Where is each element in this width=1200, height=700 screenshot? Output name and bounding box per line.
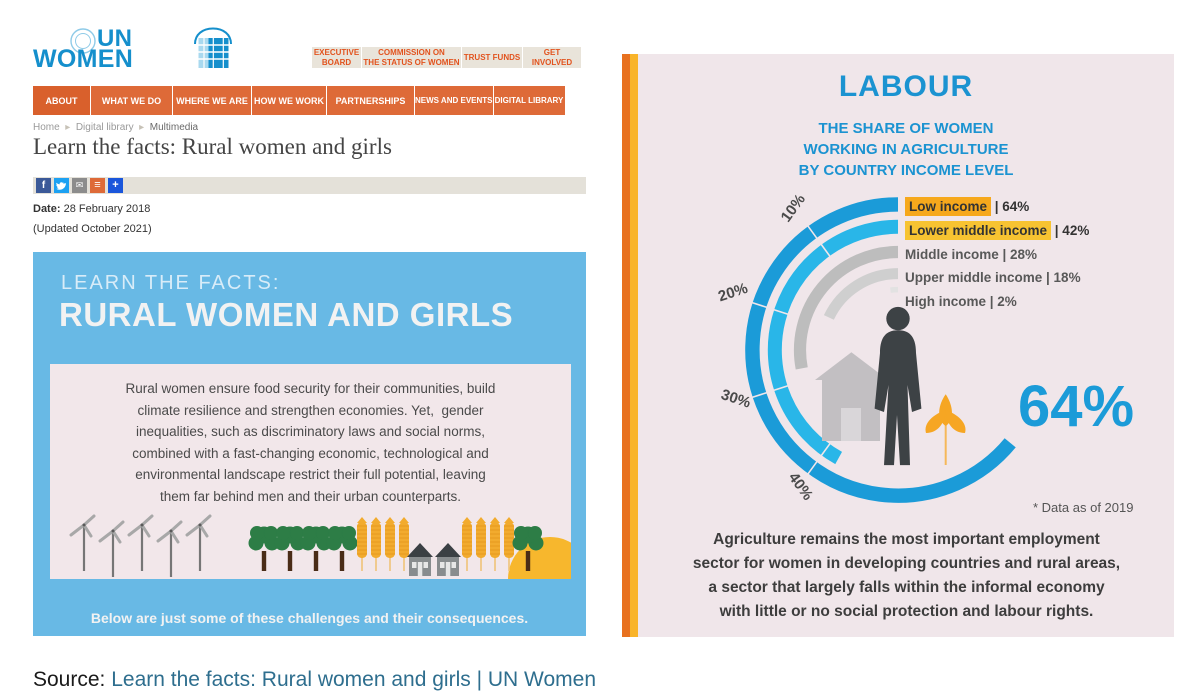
svg-text:20%: 20% <box>716 280 750 305</box>
svg-text:10%: 10% <box>778 191 809 225</box>
svg-text:30%: 30% <box>719 386 753 411</box>
